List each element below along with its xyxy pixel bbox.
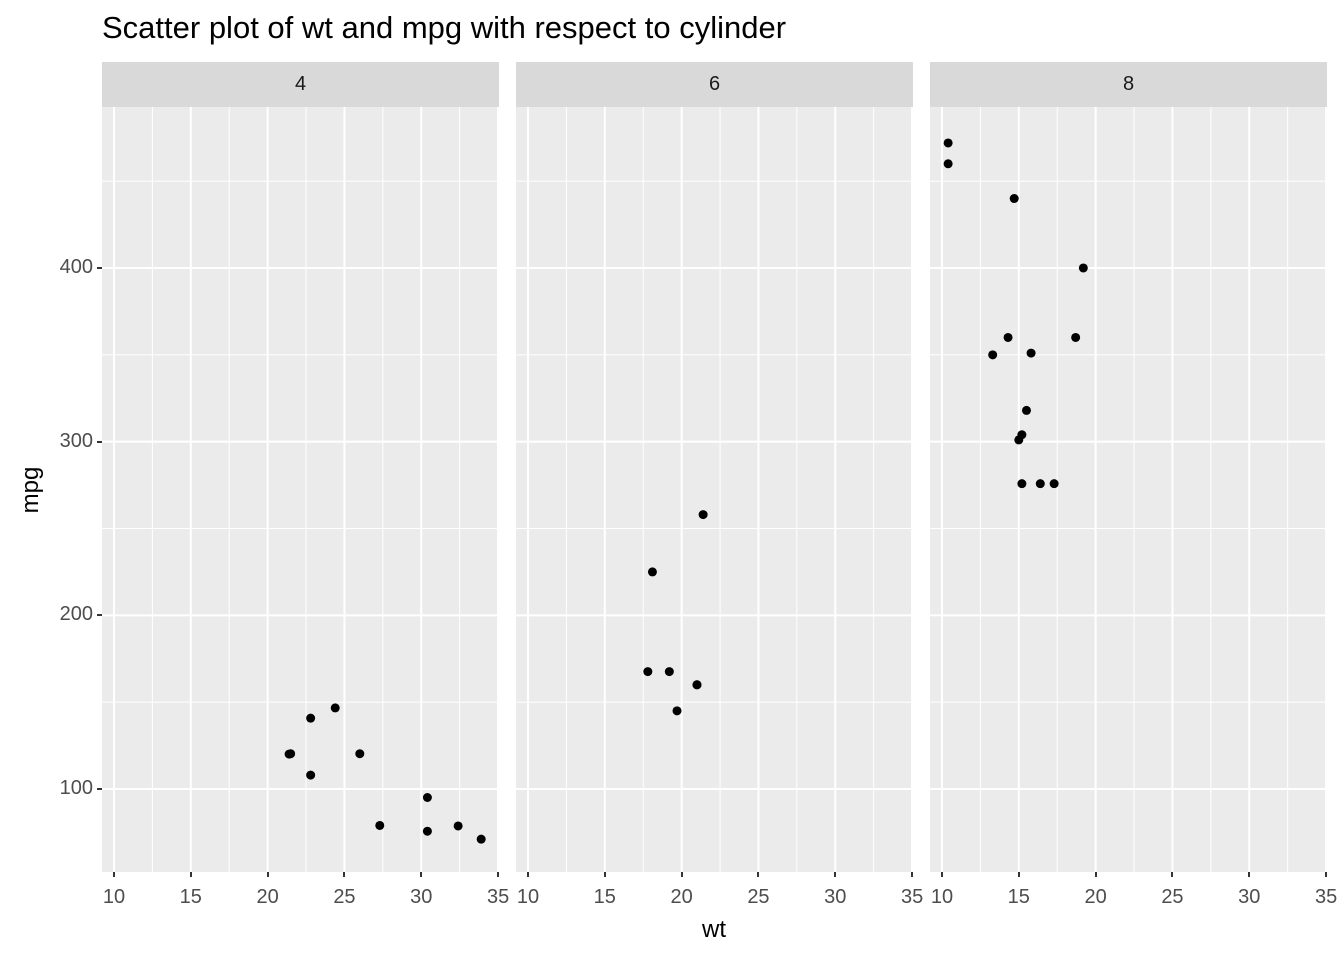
data-point — [1026, 348, 1036, 358]
data-point — [306, 770, 316, 780]
data-point — [476, 834, 486, 844]
data-point — [1009, 194, 1019, 204]
data-point — [453, 821, 463, 831]
x-tick-label: 35 — [900, 886, 924, 908]
data-point — [375, 820, 385, 830]
data-point — [988, 350, 998, 360]
plot-area — [516, 107, 913, 872]
plot-area — [930, 107, 1327, 872]
x-tick-mark — [1171, 872, 1174, 877]
x-tick-label: 10 — [516, 886, 540, 908]
data-point — [1021, 405, 1031, 415]
x-tick-label: 25 — [1161, 886, 1184, 908]
x-tick-label: 25 — [747, 886, 770, 908]
data-point — [643, 667, 653, 677]
y-tick-mark — [97, 440, 102, 443]
x-tick-label: 20 — [256, 886, 279, 908]
y-tick-label: 300 — [59, 429, 93, 452]
data-point — [355, 749, 365, 759]
x-tick-mark — [911, 872, 914, 877]
data-point — [1017, 479, 1027, 489]
facet-strip-label: 6 — [516, 62, 913, 107]
x-tick-label: 30 — [410, 886, 433, 908]
data-point — [672, 706, 682, 716]
x-tick-mark — [1248, 872, 1251, 877]
data-point — [1014, 435, 1024, 445]
data-point — [1049, 479, 1059, 489]
y-axis-label: mpg — [17, 466, 44, 514]
x-tick-mark — [757, 872, 760, 877]
y-tick-mark — [97, 614, 102, 617]
x-tick-mark — [420, 872, 423, 877]
data-point — [306, 713, 316, 723]
y-tick-label: 100 — [59, 776, 93, 799]
x-tick-mark — [603, 872, 606, 877]
data-point — [692, 680, 702, 690]
data-point — [1078, 263, 1088, 273]
x-tick-label: 10 — [102, 886, 126, 908]
data-point — [943, 159, 953, 169]
x-tick-mark — [834, 872, 837, 877]
x-tick-mark — [1017, 872, 1020, 877]
x-tick-mark — [680, 872, 683, 877]
x-tick-label: 20 — [1084, 886, 1107, 908]
x-tick-label: 20 — [670, 886, 693, 908]
x-tick-mark — [343, 872, 346, 877]
data-point — [330, 703, 340, 713]
x-tick-label: 35 — [486, 886, 510, 908]
data-point — [647, 567, 657, 577]
data-point — [1003, 332, 1013, 342]
data-point — [664, 667, 674, 677]
facet-strip-label: 4 — [102, 62, 499, 107]
data-point — [698, 510, 708, 520]
data-point — [943, 138, 953, 148]
x-tick-mark — [189, 872, 192, 877]
y-tick-mark — [97, 787, 102, 790]
x-tick-mark — [1094, 872, 1097, 877]
facet-strip-label: 8 — [930, 62, 1327, 107]
x-axis-label: wt — [702, 916, 726, 943]
data-point — [1035, 479, 1045, 489]
x-tick-label: 30 — [1238, 886, 1261, 908]
x-tick-label: 10 — [930, 886, 954, 908]
x-tick-label: 15 — [593, 886, 616, 908]
y-tick-label: 400 — [59, 255, 93, 278]
data-point — [1071, 332, 1081, 342]
x-tick-label: 15 — [179, 886, 202, 908]
data-point — [286, 749, 296, 759]
x-tick-mark — [526, 872, 529, 877]
y-tick-mark — [97, 266, 102, 269]
x-tick-mark — [266, 872, 269, 877]
y-tick-label: 200 — [59, 603, 93, 626]
x-tick-mark — [1325, 872, 1328, 877]
x-tick-label: 30 — [824, 886, 847, 908]
x-tick-label: 15 — [1007, 886, 1030, 908]
x-tick-label: 35 — [1314, 886, 1338, 908]
x-tick-mark — [112, 872, 115, 877]
x-tick-mark — [497, 872, 500, 877]
chart-title: Scatter plot of wt and mpg with respect … — [102, 10, 787, 45]
x-tick-label: 25 — [333, 886, 356, 908]
plot-area — [102, 107, 499, 872]
data-point — [422, 792, 432, 802]
data-point — [422, 826, 432, 836]
x-tick-mark — [940, 872, 943, 877]
